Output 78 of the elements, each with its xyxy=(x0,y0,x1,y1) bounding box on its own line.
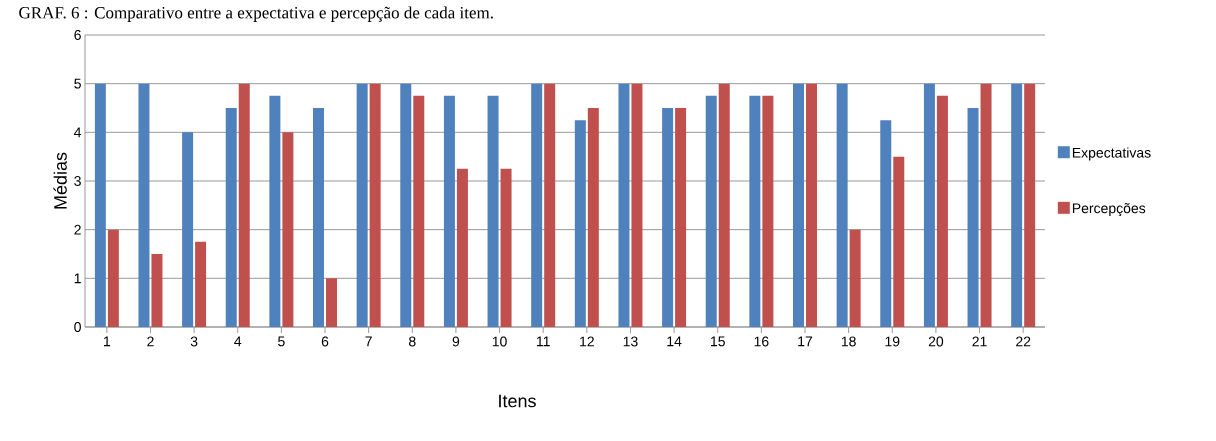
bar xyxy=(923,83,935,327)
bar xyxy=(94,83,106,327)
bar xyxy=(313,107,325,327)
x-tick-label: 2 xyxy=(147,336,154,347)
bar xyxy=(967,107,979,327)
y-tick-label: 2 xyxy=(74,224,81,235)
bar xyxy=(544,83,556,327)
bar xyxy=(369,83,381,327)
bar xyxy=(531,83,543,327)
x-tick-label: 14 xyxy=(667,336,682,347)
bar xyxy=(400,83,412,327)
x-tick-label: 3 xyxy=(190,336,198,347)
x-tick-label: 4 xyxy=(234,336,242,347)
x-tick-label: 5 xyxy=(278,336,285,347)
bar xyxy=(587,107,599,327)
bar xyxy=(487,95,499,327)
x-tick-label: 8 xyxy=(409,336,416,347)
x-tick-label: 17 xyxy=(798,336,813,347)
bar xyxy=(326,278,338,327)
x-tick-label: 22 xyxy=(1016,336,1031,347)
legend-label: Expectativas xyxy=(1072,147,1151,161)
bar xyxy=(195,241,207,327)
x-tick-label: 16 xyxy=(754,336,769,347)
bar xyxy=(718,83,730,327)
bar xyxy=(675,107,687,327)
bar xyxy=(762,95,774,327)
x-tick-label: 21 xyxy=(972,336,987,347)
bar xyxy=(880,120,892,327)
bar xyxy=(151,253,163,327)
x-tick-label: 6 xyxy=(321,336,329,347)
bar xyxy=(662,107,674,327)
bar xyxy=(138,83,150,327)
x-tick-label: 9 xyxy=(452,336,460,347)
legend-label: Percepções xyxy=(1072,203,1146,217)
y-tick-label: 4 xyxy=(74,127,82,138)
y-tick-label: 1 xyxy=(74,273,81,284)
bar xyxy=(1024,83,1036,327)
y-tick-label: 0 xyxy=(74,322,81,332)
bar xyxy=(749,95,761,327)
bar xyxy=(806,83,817,327)
bar xyxy=(182,132,194,327)
bar xyxy=(618,83,630,327)
bar xyxy=(456,168,468,327)
x-tick-label: 10 xyxy=(492,336,507,347)
bar xyxy=(500,168,512,327)
x-tick-label: 15 xyxy=(711,336,725,347)
y-tick-label: 3 xyxy=(74,176,81,186)
bar xyxy=(849,229,861,327)
bar xyxy=(980,83,992,327)
x-tick-label: 19 xyxy=(885,336,900,347)
y-tick-label: 6 xyxy=(74,30,81,40)
x-axis-title: Itens xyxy=(499,394,536,408)
y-tick-label: 5 xyxy=(74,78,81,89)
x-tick-label: 7 xyxy=(365,336,372,347)
x-tick-label: 18 xyxy=(841,336,856,347)
bar xyxy=(705,95,717,327)
bar xyxy=(225,107,237,327)
bar xyxy=(269,95,281,327)
bar xyxy=(282,132,294,327)
x-tick-label: 1 xyxy=(104,336,111,347)
bar xyxy=(1011,83,1023,327)
x-tick-label: 13 xyxy=(623,336,638,347)
bar xyxy=(413,95,425,327)
y-axis-title: Médias xyxy=(53,152,67,209)
bar xyxy=(936,95,948,327)
x-tick-label: 11 xyxy=(536,336,550,347)
bar xyxy=(107,229,119,327)
x-tick-label: 20 xyxy=(928,336,944,347)
bar xyxy=(443,95,455,327)
chart-title: GRAF. 6 : Comparativo entre a expectativa e percepção de cada item. xyxy=(19,6,493,22)
bar xyxy=(836,83,848,327)
bar xyxy=(238,83,250,327)
bar xyxy=(356,83,368,327)
bar xyxy=(574,120,586,327)
bar xyxy=(631,83,643,327)
bar xyxy=(893,156,905,327)
bar xyxy=(793,83,804,327)
x-tick-label: 12 xyxy=(580,336,594,347)
